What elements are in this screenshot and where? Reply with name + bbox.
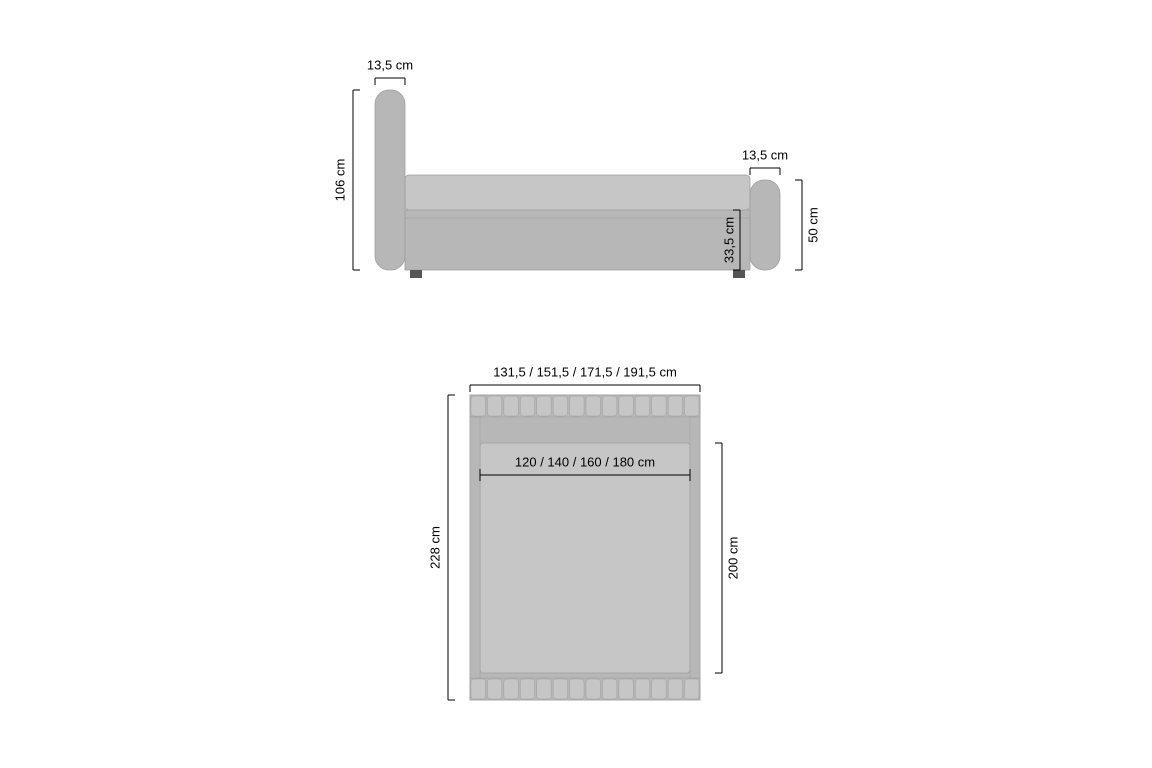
- svg-text:13,5 cm: 13,5 cm: [742, 147, 788, 162]
- svg-text:120 / 140 / 160 / 180 cm: 120 / 140 / 160 / 180 cm: [515, 454, 655, 469]
- svg-text:13,5 cm: 13,5 cm: [367, 57, 413, 72]
- svg-text:200 cm: 200 cm: [725, 537, 740, 580]
- svg-text:33,5 cm: 33,5 cm: [721, 217, 736, 263]
- svg-text:106 cm: 106 cm: [332, 159, 347, 202]
- side-view: [375, 90, 780, 278]
- top-view: [470, 395, 700, 700]
- svg-text:228 cm: 228 cm: [427, 526, 442, 569]
- svg-text:131,5 / 151,5 / 171,5 / 191,5: 131,5 / 151,5 / 171,5 / 191,5 cm: [493, 364, 677, 379]
- svg-text:50 cm: 50 cm: [805, 207, 820, 242]
